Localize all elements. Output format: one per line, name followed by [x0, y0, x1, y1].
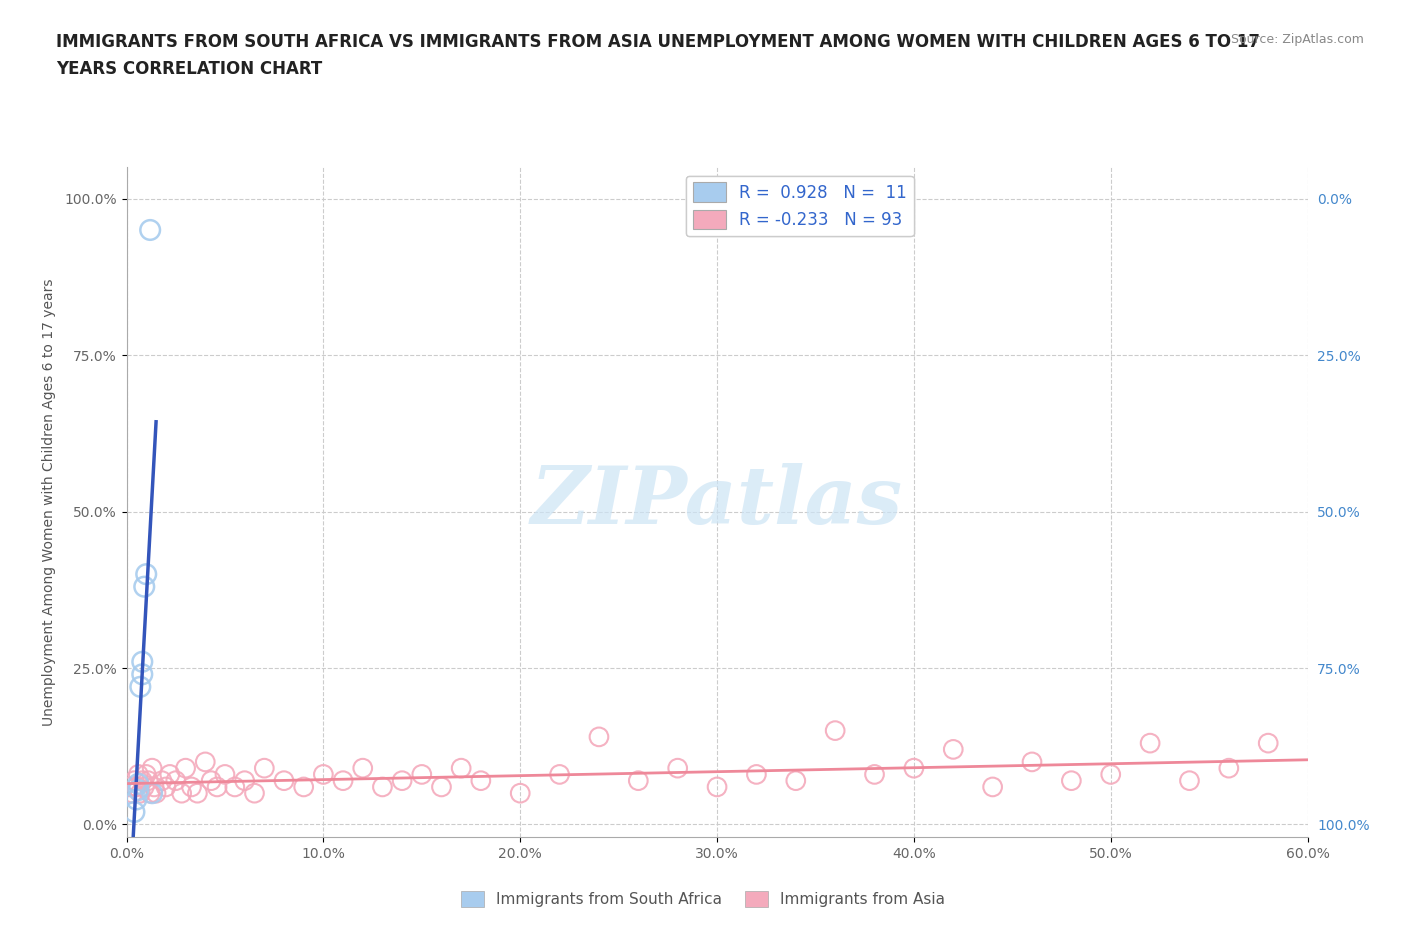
Legend: R =  0.928   N =  11, R = -0.233   N = 93: R = 0.928 N = 11, R = -0.233 N = 93: [686, 176, 914, 236]
Point: [273, 773, 295, 788]
Point: [129, 786, 152, 801]
Legend: Immigrants from South Africa, Immigrants from Asia: Immigrants from South Africa, Immigrants…: [454, 884, 952, 913]
Point: [666, 761, 689, 776]
Point: [174, 761, 197, 776]
Text: YEARS CORRELATION CHART: YEARS CORRELATION CHART: [56, 60, 322, 78]
Point: [903, 761, 925, 776]
Point: [135, 566, 157, 581]
Point: [141, 786, 163, 801]
Point: [141, 761, 163, 776]
Point: [312, 767, 335, 782]
Point: [430, 779, 453, 794]
Point: [745, 767, 768, 782]
Point: [131, 773, 153, 788]
Point: [253, 761, 276, 776]
Point: [131, 667, 153, 682]
Point: [150, 773, 173, 788]
Point: [186, 786, 208, 801]
Point: [121, 786, 143, 801]
Point: [243, 786, 266, 801]
Point: [509, 786, 531, 801]
Point: [450, 761, 472, 776]
Point: [194, 754, 217, 769]
Point: [127, 767, 149, 782]
Point: [139, 222, 162, 237]
Point: [470, 773, 492, 788]
Text: IMMIGRANTS FROM SOUTH AFRICA VS IMMIGRANTS FROM ASIA UNEMPLOYMENT AMONG WOMEN WI: IMMIGRANTS FROM SOUTH AFRICA VS IMMIGRAN…: [56, 33, 1260, 50]
Point: [706, 779, 728, 794]
Point: [292, 779, 315, 794]
Text: ZIPatlas: ZIPatlas: [531, 463, 903, 541]
Point: [332, 773, 354, 788]
Point: [1021, 754, 1043, 769]
Point: [159, 767, 181, 782]
Point: [134, 579, 156, 594]
Point: [411, 767, 433, 782]
Point: [205, 779, 228, 794]
Point: [371, 779, 394, 794]
Point: [155, 779, 177, 794]
Point: [124, 773, 146, 788]
Point: [129, 680, 152, 695]
Point: [588, 729, 610, 744]
Point: [136, 773, 159, 788]
Point: [352, 761, 374, 776]
Point: [863, 767, 886, 782]
Point: [1218, 761, 1240, 776]
Point: [1257, 736, 1279, 751]
Point: [145, 786, 167, 801]
Point: [785, 773, 807, 788]
Point: [1139, 736, 1161, 751]
Point: [1060, 773, 1083, 788]
Point: [200, 773, 222, 788]
Point: [143, 779, 166, 794]
Point: [165, 773, 187, 788]
Point: [125, 792, 148, 807]
Point: [233, 773, 256, 788]
Point: [125, 779, 148, 794]
Point: [135, 767, 157, 782]
Y-axis label: Unemployment Among Women with Children Ages 6 to 17 years: Unemployment Among Women with Children A…: [42, 278, 56, 726]
Point: [214, 767, 236, 782]
Point: [180, 779, 202, 794]
Point: [981, 779, 1004, 794]
Point: [127, 777, 149, 791]
Point: [124, 804, 146, 819]
Point: [170, 786, 193, 801]
Point: [824, 724, 846, 738]
Point: [942, 742, 965, 757]
Point: [391, 773, 413, 788]
Point: [1178, 773, 1201, 788]
Point: [131, 655, 153, 670]
Point: [224, 779, 246, 794]
Point: [139, 786, 162, 801]
Point: [1099, 767, 1122, 782]
Point: [127, 783, 149, 798]
Point: [627, 773, 650, 788]
Point: [117, 779, 139, 794]
Point: [548, 767, 571, 782]
Point: [134, 779, 156, 794]
Text: Source: ZipAtlas.com: Source: ZipAtlas.com: [1230, 33, 1364, 46]
